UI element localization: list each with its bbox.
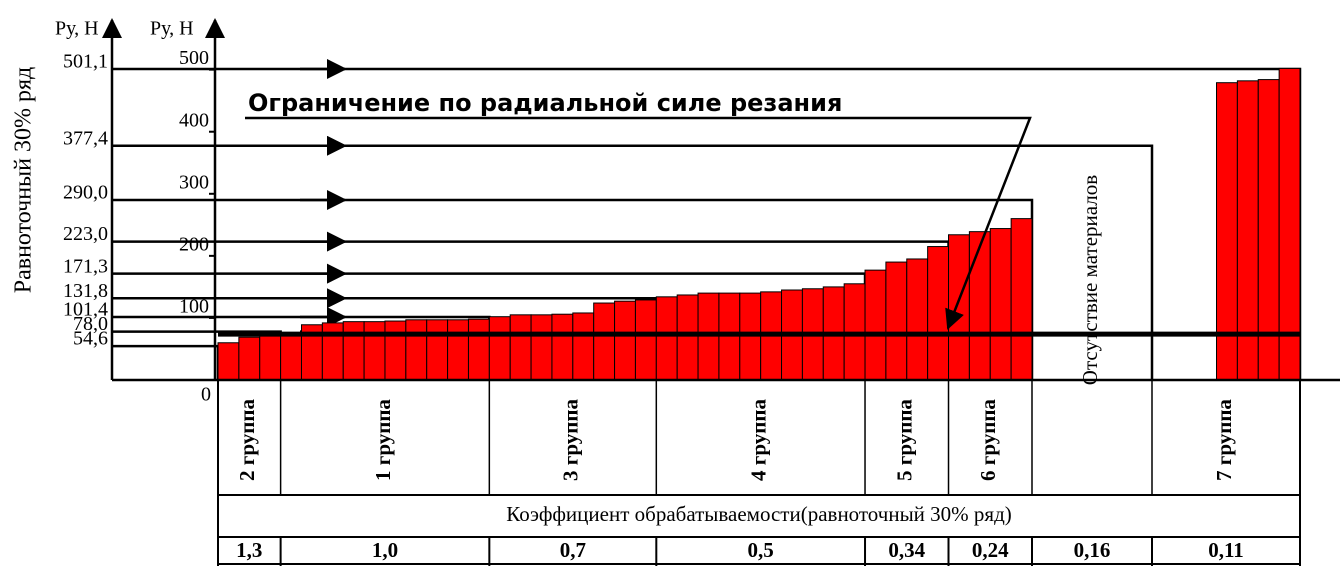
bar [217,342,240,381]
group-label: 4 группа [746,399,770,481]
level-line [112,144,1154,380]
bar [280,334,302,381]
annotation-pointer [245,116,1032,330]
row-tick-label: 131,8 [63,280,108,302]
bar [551,313,574,381]
group-label: 3 группа [559,399,583,481]
y-unit-inner: Pу, Н [150,18,194,40]
row-tick-label: 501,1 [63,51,108,73]
bar [676,294,699,381]
bar [968,231,991,381]
bar [342,321,365,381]
group-label: Отсутствие материалов [1078,175,1102,385]
bar [634,299,657,381]
row-tick-label: 223,0 [63,223,108,245]
y-tick-label: 100 [179,296,209,318]
bar [864,269,887,381]
row-tick-label: 101,4 [63,299,108,321]
coefficient: 0,34 [888,538,925,562]
coefficient: 1,3 [236,538,262,562]
group-label: 6 группа [976,399,1000,481]
y-tick-label: 200 [179,233,209,255]
bar [426,319,449,381]
y-tick-label: 500 [179,47,209,69]
bar [384,320,407,381]
bar [467,318,490,381]
coefficient: 0,7 [560,538,586,562]
bar [614,300,636,381]
table-frame [217,380,1301,566]
table-caption: Коэффициент обрабатываемости(равноточный… [506,502,1012,526]
coefficient: 0,16 [1074,538,1111,562]
bar [885,261,908,381]
row-tick-label: 78,0 [73,313,108,335]
bar [948,234,970,381]
y-tick-label: 0 [201,384,211,406]
group-label: 2 группа [235,399,259,481]
bar [509,314,532,381]
annotation: Ограничение по радиальной силе резания [248,89,842,117]
level-line [112,344,220,380]
row-tick-label: 377,4 [63,127,108,149]
bar [572,312,595,381]
coefficient: 0,24 [972,538,1009,562]
bar [238,336,261,381]
y-tick-label: 300 [179,171,209,193]
row-tick-label: 171,3 [63,255,108,277]
row-tick-label: 290,0 [63,182,108,204]
y-unit-outer: Pу, Н [55,18,99,40]
y-tick-label: 400 [179,109,209,131]
coefficient: 0,11 [1208,538,1244,562]
bar [259,334,282,381]
group-label: 7 группа [1212,399,1236,481]
coefficient: 1,0 [372,538,398,562]
bar [927,246,950,381]
coefficient: 0,5 [748,538,774,562]
bar [321,322,344,381]
bar [655,296,678,381]
bar [530,314,553,381]
row-tick-label: 54,6 [73,328,108,350]
bar [488,316,511,381]
bar [989,228,1012,381]
bar [1010,218,1033,381]
bar [906,258,929,381]
group-label: 5 группа [893,399,917,481]
group-label: 1 группа [371,399,395,481]
bar [447,319,469,381]
bar [593,302,616,381]
bar [405,319,428,381]
bar [363,321,386,381]
y-axis-label: Равноточный 30% ряд [11,67,37,294]
